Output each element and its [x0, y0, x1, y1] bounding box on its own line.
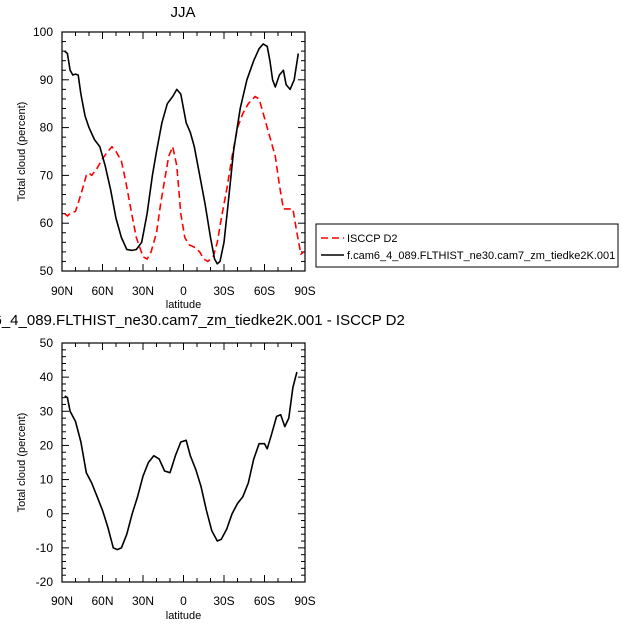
- plot-frame: [61, 342, 306, 583]
- x-tick-label: 60S: [254, 284, 275, 298]
- x-tick-label: 90N: [51, 284, 73, 298]
- x-tick-label: 30N: [132, 284, 154, 298]
- difference-line: [64, 371, 298, 551]
- y-tick-label: 0: [46, 507, 53, 521]
- x-tick-label: 0: [180, 284, 187, 298]
- series-line-cam-model: [64, 43, 300, 265]
- legend-entry: ISCCP D2: [347, 233, 398, 245]
- plot-frame: [61, 31, 306, 272]
- x-tick-label: 30N: [132, 594, 154, 608]
- y-tick-label: 90: [40, 73, 54, 87]
- y-tick-label: 50: [40, 264, 54, 278]
- x-tick-label: 60N: [91, 284, 113, 298]
- chart-panel-2: 90N 60N 30N 0 30S 60S 90S -20 -10 0 10 20 30 40 50 n6_4…: [0, 312, 405, 622]
- x-tick-label: 90S: [294, 594, 315, 608]
- y-tick-label: -10: [36, 541, 54, 555]
- y-axis-label: Total cloud (percent): [16, 102, 28, 202]
- y-tick-label: 100: [33, 25, 53, 39]
- series-line-isccp-d2: [64, 95, 305, 263]
- y-tick-label: 50: [40, 336, 54, 350]
- y-tick-label: 40: [40, 370, 54, 384]
- y-tick-label: 30: [40, 404, 54, 418]
- legend-box: [315, 223, 619, 268]
- chart-panel-1: 90N 60N 30N 0 30S 60S 90S 50 60 70 80 90 100 JJA latit…: [16, 4, 619, 311]
- y-axis-label: Total cloud (percent): [16, 413, 28, 513]
- y-tick-label: 80: [40, 121, 54, 135]
- y-tick-label: 70: [40, 168, 54, 182]
- x-tick-label: 60N: [91, 594, 113, 608]
- y-tick-label: 20: [40, 438, 54, 452]
- x-tick-label: 90N: [51, 594, 73, 608]
- chart-title: n6_4_089.FLTHIST_ne30.cam7_zm_tiedke2K.0…: [0, 312, 405, 329]
- x-axis-label: latitude: [166, 299, 201, 311]
- x-tick-label: 30S: [213, 284, 234, 298]
- y-tick-label: -20: [36, 575, 54, 589]
- legend-entry: f.cam6_4_089.FLTHIST_ne30.cam7_zm_tiedke…: [347, 250, 615, 262]
- x-tick-label: 30S: [213, 594, 234, 608]
- legend: ISCCP D2 f.cam6_4_089.FLTHIST_ne30.cam7_z…: [315, 223, 619, 268]
- y-tick-label: 60: [40, 216, 54, 230]
- chart-title: JJA: [170, 4, 195, 21]
- x-tick-label: 90S: [294, 284, 315, 298]
- x-tick-label: 60S: [254, 594, 275, 608]
- x-axis-label: latitude: [166, 610, 201, 622]
- x-tick-label: 0: [180, 594, 187, 608]
- y-tick-label: 10: [40, 473, 54, 487]
